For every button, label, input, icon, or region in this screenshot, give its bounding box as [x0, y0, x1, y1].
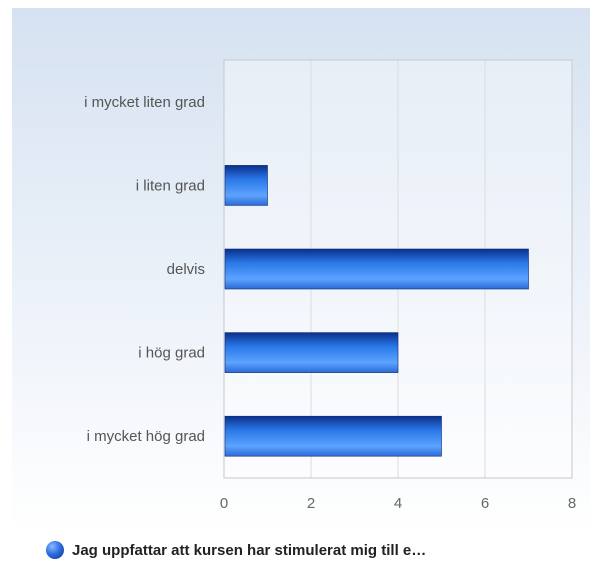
category-label: i liten grad — [136, 177, 205, 194]
x-tick-labels: 0 2 4 6 8 — [220, 495, 576, 512]
category-label: i mycket liten grad — [84, 94, 205, 111]
legend-swatch-icon — [46, 541, 64, 559]
bar — [224, 332, 399, 373]
category-label: i mycket hög grad — [87, 428, 205, 445]
category-label: delvis — [167, 261, 205, 278]
category-label: i hög grad — [138, 345, 205, 362]
bars — [224, 165, 529, 457]
x-tick-label: 2 — [307, 495, 315, 512]
bar — [224, 248, 529, 290]
x-tick-label: 0 — [220, 495, 228, 512]
bar — [224, 165, 268, 206]
x-tick-label: 6 — [481, 495, 489, 512]
x-tick-label: 4 — [394, 495, 402, 512]
bar — [224, 415, 442, 457]
legend: Jag uppfattar att kursen har stimulerat … — [46, 540, 426, 560]
x-tick-label: 8 — [568, 495, 576, 512]
legend-label: Jag uppfattar att kursen har stimulerat … — [72, 541, 427, 559]
plot-frame — [223, 59, 573, 479]
category-labels: i mycket liten grad i liten grad delvis i h… — [84, 94, 205, 445]
